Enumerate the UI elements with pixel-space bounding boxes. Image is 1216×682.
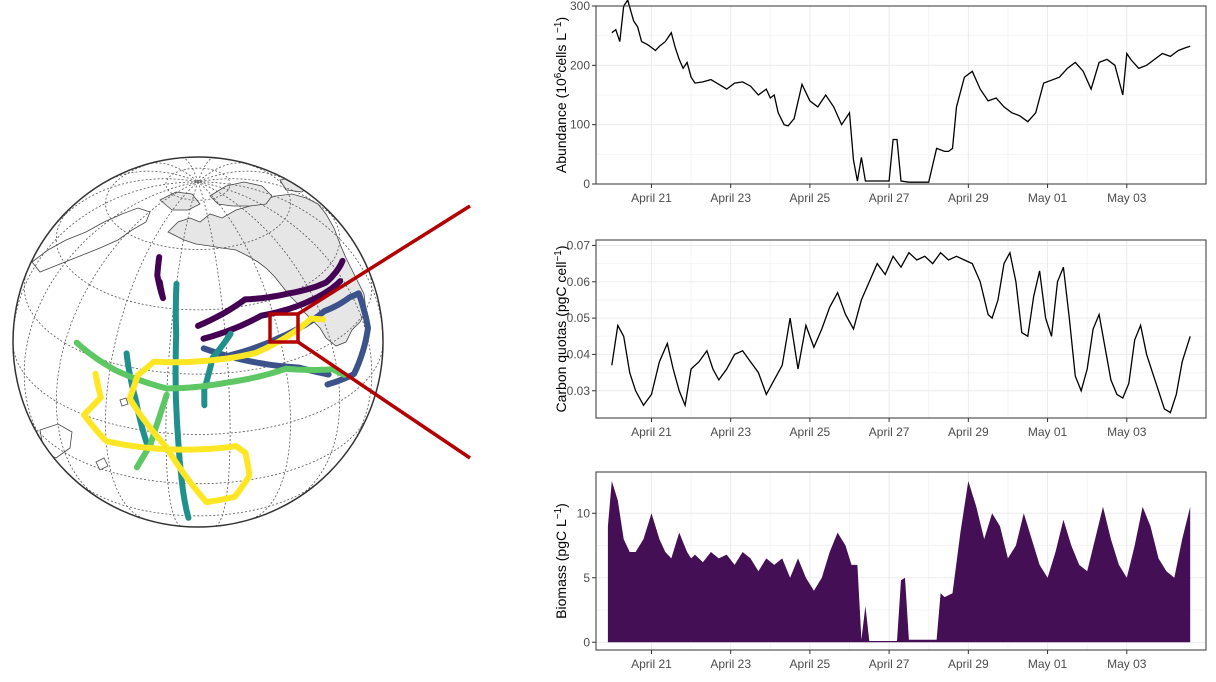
zoom-line-bottom <box>297 340 471 460</box>
parallel-line <box>105 157 291 250</box>
carbon-y-axis: 0.03 0.04 0.05 0.06 0.07 <box>567 238 596 398</box>
meridian-line <box>197 181 291 520</box>
y-tick-label: 0 <box>583 635 590 649</box>
x-tick-label: April 23 <box>710 657 751 671</box>
meridian-line <box>55 181 199 502</box>
carbon-y-label: Carbon quotas (pgC cell−1) <box>553 245 570 412</box>
y-tick-label: 300 <box>570 0 590 13</box>
globe-outline <box>12 156 384 528</box>
y-tick-label: 0.06 <box>567 275 591 289</box>
x-tick-label: May 01 <box>1028 191 1068 205</box>
x-tick-label: April 21 <box>631 191 672 205</box>
x-tick-label: April 25 <box>790 425 831 439</box>
parallel-line <box>76 478 323 517</box>
pacific-islands <box>95 397 129 471</box>
abundance-line <box>611 0 1191 183</box>
x-tick-label: April 27 <box>869 191 910 205</box>
parallel-line <box>28 416 368 485</box>
cruise-track <box>73 339 348 392</box>
biomass-area <box>607 481 1191 643</box>
abundance-panel-border <box>595 5 1207 185</box>
parallel-line <box>165 167 231 201</box>
x-tick-label: April 25 <box>790 191 831 205</box>
meridian-line <box>165 181 199 527</box>
cruise-tracks <box>73 254 371 521</box>
y-tick-label: 0.07 <box>567 238 591 252</box>
zoom-box <box>268 312 300 344</box>
y-tick-label: 200 <box>570 58 590 72</box>
carbon-panel-bg <box>596 240 1206 418</box>
cruise-track <box>200 278 344 342</box>
cruise-track <box>81 315 327 506</box>
x-tick-label: May 03 <box>1107 657 1147 671</box>
biomass-panel-border <box>595 471 1207 651</box>
x-tick-label: April 27 <box>869 657 910 671</box>
carbon-quotas-line <box>611 250 1191 414</box>
biomass-y-label: Biomass (pgC L−1) <box>553 503 570 619</box>
x-tick-label: April 29 <box>948 425 989 439</box>
meridian-line <box>147 162 199 183</box>
greenland-land <box>209 181 273 207</box>
cruise-track <box>154 254 166 302</box>
x-tick-label: May 03 <box>1107 191 1147 205</box>
y-tick-label: 0.04 <box>567 347 591 361</box>
zoom-line-top <box>297 204 471 316</box>
carbon-grid <box>596 240 1206 418</box>
y-tick-label: 0.05 <box>567 311 591 325</box>
y-tick-label: 5 <box>583 571 590 585</box>
globe-map <box>12 156 471 528</box>
x-tick-label: April 21 <box>631 425 672 439</box>
meridian-line <box>197 181 341 502</box>
x-tick-label: April 23 <box>710 191 751 205</box>
x-tick-label: May 01 <box>1028 425 1068 439</box>
carbon-panel-border <box>595 239 1207 419</box>
abundance-y-label: Abundance (106cells L−1) <box>553 17 570 173</box>
meridian-line <box>105 181 199 520</box>
biomass-y-axis: 0 5 10 <box>577 506 596 649</box>
globe-ocean <box>13 157 383 527</box>
y-tick-label: 10 <box>577 506 591 520</box>
meridian-line <box>23 181 199 450</box>
x-tick-label: April 29 <box>948 657 989 671</box>
asia-coast <box>31 207 151 273</box>
x-tick-label: May 03 <box>1107 425 1147 439</box>
cruise-track <box>123 350 151 448</box>
y-tick-label: 0.03 <box>567 384 591 398</box>
meridian-line <box>197 162 249 183</box>
meridian-line <box>197 181 383 343</box>
x-tick-label: April 21 <box>631 657 672 671</box>
cruise-track <box>201 330 234 409</box>
cruise-track <box>195 257 346 329</box>
x-tick-label: April 25 <box>790 657 831 671</box>
meridian-line <box>197 181 373 450</box>
x-tick-label: April 29 <box>948 191 989 205</box>
x-tick-label: April 27 <box>869 425 910 439</box>
meridian-line <box>197 178 345 229</box>
cruise-track <box>172 280 192 521</box>
meridian-line <box>13 181 199 334</box>
y-tick-label: 0 <box>583 177 590 191</box>
y-tick-label: 100 <box>570 118 590 132</box>
meridian-line <box>51 178 199 229</box>
biomass-x-axis: April 21 April 23 April 25 April 27 April 29… <box>631 650 1147 671</box>
x-tick-label: April 23 <box>710 425 751 439</box>
abundance-y-axis: 0 100 200 300 <box>570 0 596 191</box>
x-tick-label: May 01 <box>1028 657 1068 671</box>
abundance-x-axis: April 21 April 23 April 25 April 27 April 29… <box>631 184 1147 205</box>
carbon-quotas-chart: 0.030.040.050.060.07 April 21 April 23 Apr… <box>553 238 1207 439</box>
carbon-x-axis: April 21 April 23 April 25 April 27 April 29… <box>631 418 1147 439</box>
parallel-line <box>13 343 383 435</box>
